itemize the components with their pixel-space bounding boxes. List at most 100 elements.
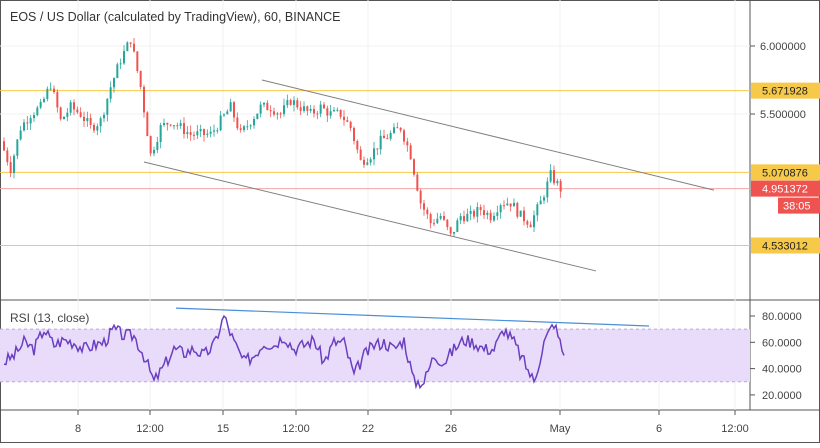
candle-body bbox=[6, 150, 9, 163]
candle-body bbox=[463, 216, 465, 222]
candle-body bbox=[486, 212, 489, 216]
candle-body bbox=[306, 106, 309, 111]
candle-body bbox=[153, 149, 155, 154]
candle-body bbox=[206, 133, 209, 136]
candle-body bbox=[96, 126, 99, 131]
candle-body bbox=[406, 141, 409, 146]
candle-body bbox=[269, 110, 272, 112]
candle-body bbox=[253, 118, 255, 126]
candle-body bbox=[183, 123, 185, 134]
candle-body bbox=[356, 141, 359, 150]
candle-body bbox=[446, 219, 449, 228]
candle-body bbox=[26, 122, 29, 124]
candle-body bbox=[429, 214, 432, 224]
candle-body bbox=[273, 111, 275, 115]
candle-body bbox=[453, 231, 455, 234]
candle-body bbox=[109, 87, 112, 99]
candle-body bbox=[376, 148, 379, 150]
candle-body bbox=[246, 126, 249, 128]
candle-body bbox=[383, 135, 385, 139]
candle-body bbox=[539, 200, 542, 205]
candle-body bbox=[126, 42, 129, 52]
candle-body bbox=[403, 130, 405, 142]
candle-body bbox=[353, 128, 355, 142]
candle-body bbox=[443, 216, 445, 220]
candle-body bbox=[9, 162, 12, 173]
x-tick-label: May bbox=[550, 423, 571, 435]
candle-body bbox=[89, 117, 92, 125]
candle-body bbox=[396, 127, 399, 129]
candle-body bbox=[23, 122, 25, 131]
candle-body bbox=[93, 124, 95, 131]
candle-body bbox=[176, 125, 179, 127]
candle-body bbox=[509, 203, 512, 207]
candle-body bbox=[436, 218, 439, 224]
candle-body bbox=[86, 117, 89, 122]
x-tick-label: 12:00 bbox=[721, 423, 749, 435]
candle-body bbox=[189, 132, 192, 135]
candle-body bbox=[239, 128, 242, 130]
candle-body bbox=[466, 213, 469, 222]
candle-body bbox=[449, 227, 452, 234]
candle-body bbox=[106, 98, 109, 115]
candle-body bbox=[559, 181, 562, 192]
candle-body bbox=[413, 159, 415, 175]
candle-body bbox=[336, 109, 339, 111]
candle-body bbox=[236, 117, 239, 129]
candle-body bbox=[3, 141, 5, 151]
candle-body bbox=[516, 202, 519, 217]
candle-body bbox=[363, 159, 365, 165]
candle-body bbox=[416, 174, 419, 191]
candle-body bbox=[386, 138, 389, 140]
candle-body bbox=[216, 130, 219, 132]
candle-body bbox=[229, 102, 232, 112]
candle-body bbox=[546, 181, 549, 198]
candle-body bbox=[29, 118, 32, 124]
x-tick-label: 15 bbox=[217, 423, 229, 435]
candle-body bbox=[66, 112, 69, 117]
x-tick-label: 26 bbox=[445, 423, 457, 435]
y-tick-label: 6.000000 bbox=[760, 41, 806, 53]
candle-body bbox=[166, 122, 169, 125]
channel-line-lower bbox=[143, 161, 597, 272]
candle-body bbox=[136, 51, 139, 71]
candle-body bbox=[163, 122, 165, 126]
candle-body bbox=[129, 42, 132, 44]
candle-body bbox=[199, 129, 202, 132]
candle-body bbox=[556, 181, 559, 184]
candle-body bbox=[286, 100, 289, 106]
current-price-label-bg bbox=[751, 180, 820, 197]
candle-body bbox=[159, 125, 162, 143]
candle-body bbox=[149, 136, 152, 154]
level-label-bg bbox=[751, 82, 820, 99]
rsi-y-tick-label: 80.0000 bbox=[762, 311, 802, 323]
rsi-y-tick-label: 60.0000 bbox=[762, 337, 802, 349]
candle-body bbox=[346, 120, 349, 122]
channel-line-upper bbox=[261, 79, 715, 191]
x-tick-label: 12:00 bbox=[136, 423, 164, 435]
candle-body bbox=[513, 202, 515, 207]
candle-body bbox=[83, 116, 85, 122]
candle-body bbox=[63, 116, 65, 120]
candle-body bbox=[313, 108, 315, 114]
countdown-label: 38:05 bbox=[783, 201, 811, 213]
candle-body bbox=[203, 129, 205, 136]
candle-body bbox=[319, 104, 322, 114]
candle-body bbox=[339, 109, 342, 117]
candle-body bbox=[409, 145, 412, 160]
candle-body bbox=[359, 149, 362, 160]
candle-body bbox=[259, 104, 262, 114]
candle-body bbox=[243, 126, 245, 130]
candle-body bbox=[489, 212, 492, 221]
candle-body bbox=[399, 127, 402, 131]
level-label: 5.671928 bbox=[762, 86, 808, 98]
candle-body bbox=[423, 203, 425, 210]
candle-body bbox=[493, 215, 495, 221]
candle-body bbox=[73, 102, 75, 110]
candle-body bbox=[303, 106, 305, 111]
candle-body bbox=[219, 115, 222, 131]
x-tick-label: 12:00 bbox=[282, 423, 310, 435]
candle-body bbox=[173, 125, 175, 127]
